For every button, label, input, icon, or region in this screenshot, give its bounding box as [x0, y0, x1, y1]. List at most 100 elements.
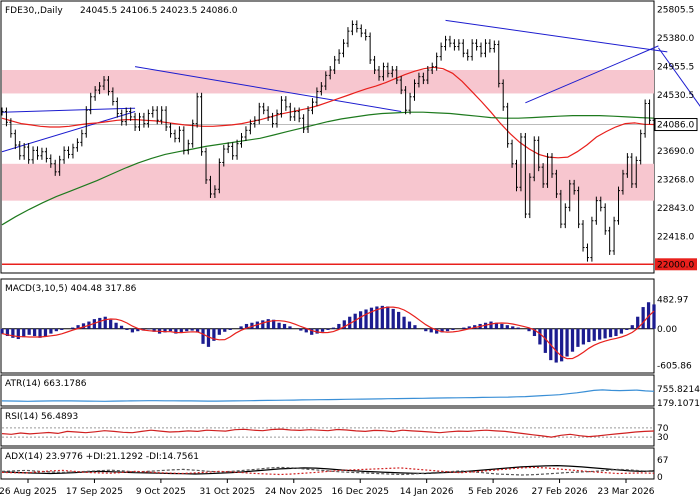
macd-bar — [402, 316, 406, 329]
adx-line — [1, 464, 655, 475]
macd-bar — [532, 328, 537, 337]
ohlc-readout: 24045.5 24106.5 24023.5 24086.0 — [80, 6, 238, 16]
macd-bar — [603, 328, 607, 339]
support-price-box — [655, 258, 697, 271]
macd-bar — [527, 328, 531, 332]
trendline — [134, 66, 402, 113]
macd-bar — [386, 306, 390, 329]
macd-bar — [174, 328, 178, 334]
macd-bar — [500, 323, 504, 329]
y-axis-labels: 25805.5 25380.0 24955.5 24530.5 24086.0 23690… — [654, 5, 700, 483]
adx-tick-label: 67 — [657, 456, 668, 466]
atr-series — [1, 389, 655, 402]
adx-tick-label: 0 — [657, 473, 663, 483]
y-tick-label: 24530.5 — [657, 91, 694, 101]
y-tick-label: 22843.0 — [657, 204, 694, 214]
macd-bar — [54, 328, 58, 332]
trendline — [1, 107, 136, 113]
macd-bar — [190, 328, 194, 331]
macd-bar — [570, 328, 575, 352]
macd-bar — [92, 319, 96, 329]
x-tick-label: 5 Feb 2026 — [468, 487, 519, 497]
macd-bar — [326, 328, 330, 330]
macd-bar — [342, 320, 346, 329]
macd-bar — [494, 322, 499, 329]
support-price-label: 22000.0 — [657, 260, 694, 270]
macd-bar — [239, 326, 243, 329]
macd-bar — [435, 328, 439, 334]
price-series — [0, 20, 656, 262]
macd-bar — [272, 319, 276, 329]
macd-bar — [451, 328, 455, 330]
macd-bar — [511, 326, 515, 329]
macd-bar — [125, 328, 129, 330]
price-pane — [0, 0, 655, 274]
macd-bar — [380, 305, 384, 329]
macd-bar — [32, 328, 37, 337]
macd-bar — [489, 321, 493, 329]
plus-di-line — [1, 466, 655, 476]
macd-bar — [516, 327, 520, 329]
macd-bar — [625, 328, 629, 330]
x-tick-label: 26 Aug 2025 — [0, 487, 57, 497]
macd-bar — [391, 308, 395, 329]
macd-bar — [16, 328, 20, 340]
macd-bar — [11, 328, 15, 338]
macd-bar — [244, 323, 249, 329]
symbol-title: FDE30,,Daily — [5, 6, 63, 16]
macd-bar — [261, 320, 265, 329]
y-tick-label: 22418.0 — [657, 232, 694, 242]
macd-bar — [152, 328, 156, 332]
macd-bar — [630, 325, 634, 329]
macd-bar — [277, 322, 281, 329]
x-tick-label: 31 Oct 2025 — [200, 487, 256, 497]
price-zone — [2, 70, 654, 94]
rsi-label: RSI(14) 56.4893 — [5, 412, 78, 422]
x-tick-label: 23 Mar 2026 — [597, 487, 654, 497]
macd-bar — [473, 325, 477, 329]
macd-bar — [358, 311, 363, 329]
macd-bar — [299, 328, 303, 331]
macd-bar — [565, 328, 569, 357]
rsi-pane — [0, 407, 655, 447]
macd-bar — [440, 328, 444, 333]
x-tick-label: 14 Jan 2026 — [400, 487, 454, 497]
macd-bar — [217, 328, 221, 335]
price-zone — [2, 163, 654, 201]
macd-bar — [22, 328, 26, 338]
macd-bar — [266, 319, 270, 329]
macd-bar — [103, 316, 107, 329]
ma-red-line — [1, 66, 655, 159]
macd-bar — [581, 328, 585, 345]
rsi-line — [1, 428, 655, 438]
macd-bar — [76, 325, 80, 329]
macd-bar — [429, 328, 433, 333]
macd-bar — [375, 306, 379, 329]
macd-bar — [27, 328, 31, 335]
macd-bar — [81, 323, 86, 329]
trendline — [445, 19, 668, 53]
macd-signal-line — [1, 306, 655, 360]
macd-bar — [282, 323, 287, 329]
macd-bar — [348, 316, 352, 329]
macd-bar — [310, 328, 314, 335]
macd-bar — [212, 328, 216, 341]
adx-series — [1, 464, 655, 476]
macd-histogram — [0, 302, 656, 363]
ma-green-line — [1, 111, 655, 226]
macd-bar — [652, 304, 656, 329]
macd-bar — [636, 316, 640, 329]
macd-bar — [462, 327, 466, 329]
macd-tick-label: -605.86 — [657, 361, 692, 371]
macd-bar — [619, 328, 624, 334]
adx-pane — [0, 447, 655, 480]
macd-bar — [337, 323, 341, 329]
macd-bar — [0, 328, 4, 334]
atr-tick-label: 179.1071 — [657, 399, 700, 409]
macd-bar — [195, 328, 200, 333]
atr-tick-label: 755.8214 — [657, 385, 700, 395]
trendline — [658, 47, 700, 107]
atr-line — [1, 389, 655, 402]
macd-bar — [560, 328, 564, 362]
